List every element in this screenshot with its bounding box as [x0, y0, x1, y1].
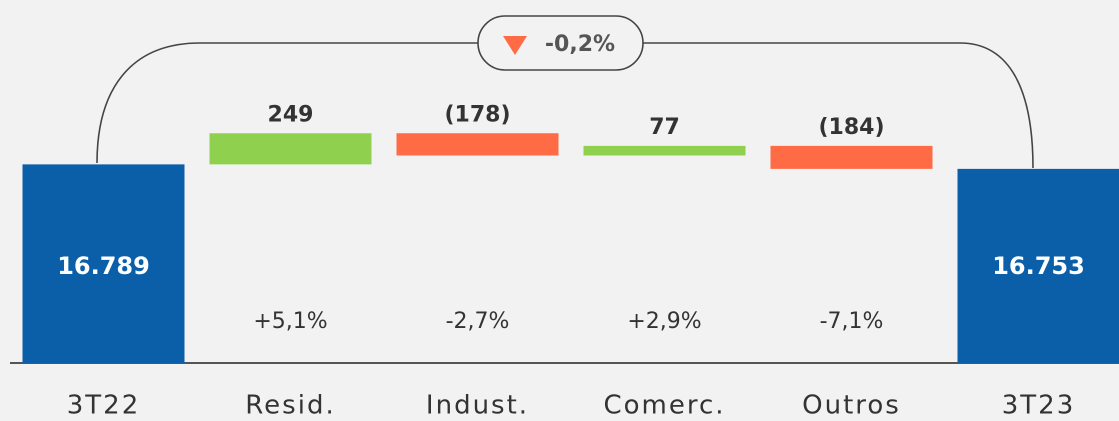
value-label: 77 [649, 115, 680, 140]
x-tick-label: Indust. [426, 391, 529, 421]
total-label: 16.789 [57, 252, 150, 280]
change-arc [96, 42, 1034, 169]
change-pill [477, 15, 644, 71]
value-label: (178) [444, 102, 510, 127]
increase-bar [209, 133, 372, 165]
decrease-bar [396, 133, 559, 156]
total-bar [957, 168, 1119, 363]
increase-bar [583, 145, 746, 156]
value-label: 249 [268, 102, 314, 127]
value-label: (184) [818, 115, 884, 140]
down-arrow [503, 36, 527, 55]
x-tick-label: Resid. [245, 391, 335, 421]
decrease-bar [770, 145, 933, 169]
percent-label: -7,1% [820, 309, 884, 334]
x-tick-label: 3T23 [1002, 391, 1076, 421]
total-bar [22, 164, 185, 363]
percent-label: -2,7% [446, 309, 510, 334]
x-tick-label: Outros [802, 391, 901, 421]
x-tick-label: Comerc. [603, 391, 725, 421]
percent-label: +5,1% [253, 309, 327, 334]
x-tick-label: 3T22 [67, 391, 141, 421]
percent-label: +2,9% [627, 309, 701, 334]
total-change-label: -0,2% [545, 32, 615, 57]
total-label: 16.753 [992, 252, 1085, 280]
